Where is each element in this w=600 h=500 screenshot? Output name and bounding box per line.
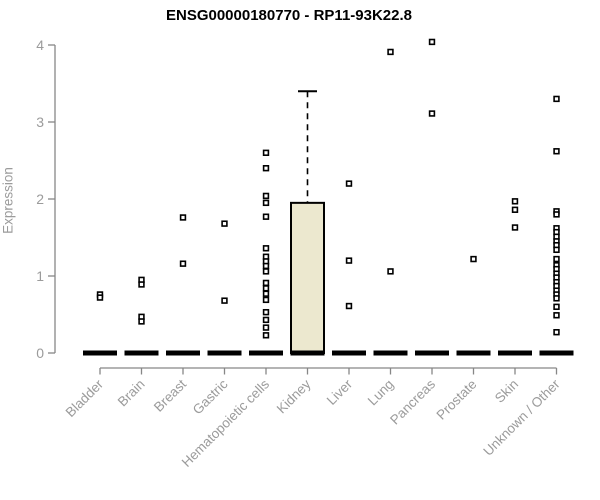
data-point bbox=[511, 198, 519, 205]
data-point bbox=[262, 213, 270, 220]
data-point bbox=[262, 308, 270, 316]
median-line-bladder bbox=[83, 350, 117, 356]
median-line-prostate bbox=[456, 350, 491, 356]
data-point bbox=[262, 165, 270, 172]
data-point bbox=[262, 316, 270, 324]
y-tick-label: 0 bbox=[36, 345, 44, 361]
x-tick-label-unknown-other: Unknown / Other bbox=[480, 376, 563, 459]
data-point bbox=[221, 297, 228, 304]
x-tick-label-prostate: Prostate bbox=[433, 377, 479, 423]
median-line-kidney bbox=[290, 350, 325, 356]
median-line-gastric bbox=[207, 350, 242, 356]
median-line-breast bbox=[166, 350, 200, 356]
data-point bbox=[553, 303, 560, 310]
data-point bbox=[553, 329, 560, 336]
data-point bbox=[262, 262, 270, 270]
data-point bbox=[553, 255, 560, 263]
data-point bbox=[138, 281, 145, 288]
x-tick-label-gastric: Gastric bbox=[190, 376, 231, 417]
data-point bbox=[262, 285, 270, 292]
data-point bbox=[553, 148, 560, 155]
y-tick-label: 3 bbox=[36, 114, 44, 130]
data-point bbox=[262, 268, 270, 275]
median-line-lung bbox=[373, 350, 408, 356]
median-line-unknown-other bbox=[539, 350, 574, 356]
data-point bbox=[262, 192, 270, 200]
data-point bbox=[345, 257, 353, 264]
data-point bbox=[553, 312, 560, 319]
x-tick-label-lung: Lung bbox=[365, 377, 397, 409]
data-point bbox=[262, 324, 270, 331]
y-tick-label: 2 bbox=[36, 191, 44, 207]
x-tick-label-bladder: Bladder bbox=[63, 376, 107, 420]
data-point bbox=[262, 279, 270, 287]
median-line-pancreas bbox=[415, 350, 449, 356]
data-point bbox=[387, 268, 394, 275]
data-point bbox=[511, 224, 519, 231]
data-point bbox=[428, 110, 436, 117]
data-point bbox=[262, 245, 270, 252]
median-line-brain bbox=[124, 350, 159, 356]
data-point bbox=[387, 48, 394, 56]
data-point bbox=[179, 214, 187, 221]
data-point bbox=[345, 302, 353, 310]
data-point bbox=[428, 38, 436, 46]
x-tick-label-liver: Liver bbox=[324, 376, 356, 408]
data-point bbox=[262, 296, 270, 304]
data-point bbox=[262, 332, 270, 339]
data-point bbox=[553, 246, 560, 254]
y-tick-label: 1 bbox=[36, 268, 44, 284]
median-line-liver bbox=[332, 350, 366, 356]
data-point bbox=[96, 294, 104, 301]
data-point bbox=[221, 220, 228, 227]
median-line-hematopoietic-cells bbox=[249, 350, 283, 356]
median-line-skin bbox=[498, 350, 532, 356]
data-point bbox=[262, 149, 270, 156]
x-tick-label-breast: Breast bbox=[151, 376, 189, 414]
data-point bbox=[553, 295, 560, 302]
chart-title: ENSG00000180770 - RP11-93K22.8 bbox=[165, 7, 412, 24]
x-tick-label-skin: Skin bbox=[492, 377, 521, 406]
x-tick-label-pancreas: Pancreas bbox=[387, 376, 438, 427]
x-tick-label-kidney: Kidney bbox=[274, 376, 314, 416]
data-point bbox=[553, 95, 560, 103]
data-point bbox=[553, 211, 560, 218]
data-point bbox=[511, 206, 519, 213]
data-point bbox=[470, 255, 477, 263]
data-point bbox=[262, 290, 270, 297]
data-point bbox=[262, 199, 270, 207]
y-tick-label: 4 bbox=[36, 37, 44, 53]
data-point bbox=[138, 318, 145, 325]
box-kidney bbox=[290, 201, 325, 354]
data-point bbox=[179, 260, 187, 267]
x-tick-label-brain: Brain bbox=[115, 377, 148, 410]
data-point bbox=[345, 180, 353, 187]
